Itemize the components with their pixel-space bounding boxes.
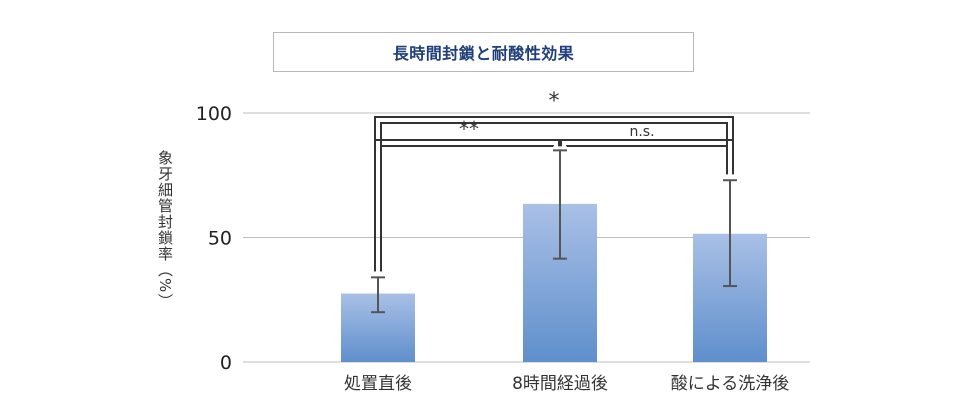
bracket-1-2-inner — [566, 145, 728, 175]
bracket-1-2 — [560, 139, 734, 175]
bracket-0-1 — [374, 139, 560, 272]
x-tick-label-0: 処置直後 — [344, 374, 412, 394]
y-tick-labels: 0 50 100 — [196, 103, 232, 374]
y-tick-label-100: 100 — [196, 103, 232, 125]
chart-title-box: 長時間封鎖と耐酸性効果 — [273, 32, 694, 72]
significance-label-1: n.s. — [629, 124, 654, 140]
significance-brackets: ** n.s. * — [374, 89, 734, 272]
bracket-0-1-inner — [380, 145, 554, 272]
y-axis-label: 象牙細管封鎖率（%） — [156, 150, 174, 310]
chart-title: 長時間封鎖と耐酸性効果 — [392, 44, 575, 63]
bracket-0-1-outer — [374, 139, 560, 272]
error-bar-1 — [553, 149, 567, 260]
bars — [341, 203, 767, 362]
significance-label-2: * — [549, 89, 560, 114]
significance-label-0: ** — [459, 117, 479, 141]
y-tick-label-0: 0 — [220, 352, 232, 374]
x-tick-labels: 処置直後 8時間経過後 酸による洗浄後 — [344, 374, 789, 394]
error-bar-2 — [723, 179, 737, 288]
x-tick-label-2: 酸による洗浄後 — [671, 374, 790, 394]
error-bar-0 — [371, 276, 385, 314]
bracket-1-2-outer — [560, 139, 734, 175]
y-tick-label-50: 50 — [208, 228, 232, 250]
error-bars — [371, 149, 737, 314]
x-tick-label-1: 8時間経過後 — [512, 374, 608, 394]
